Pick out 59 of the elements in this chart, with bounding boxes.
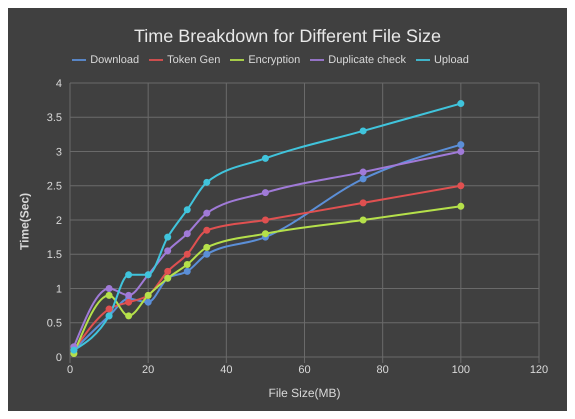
point — [360, 127, 367, 134]
point — [125, 271, 132, 278]
y-tick-label: 0 — [56, 352, 62, 364]
x-tick-label: 20 — [142, 364, 154, 376]
y-tick-label: 4 — [56, 78, 62, 90]
point — [125, 312, 132, 320]
point — [203, 250, 210, 258]
point — [106, 292, 113, 299]
point — [457, 182, 464, 190]
point — [360, 216, 367, 224]
x-tick-label: 80 — [376, 364, 389, 376]
point — [184, 261, 191, 268]
y-tick-label: 0.5 — [46, 318, 62, 330]
point — [203, 244, 210, 251]
legend-label: Upload — [434, 54, 469, 66]
point — [184, 230, 191, 238]
y-tick-label: 2.5 — [46, 180, 62, 193]
point — [262, 189, 269, 196]
point — [164, 234, 172, 241]
y-tick-label: 3 — [56, 146, 62, 158]
point — [360, 199, 367, 206]
point — [144, 298, 152, 306]
x-tick-label: 60 — [298, 364, 311, 376]
x-tick-label: 40 — [220, 364, 232, 376]
y-tick-label: 3.5 — [46, 112, 62, 124]
point — [203, 226, 210, 234]
point — [203, 210, 210, 217]
point — [125, 292, 132, 299]
x-tick-label: 0 — [66, 364, 74, 376]
point — [184, 206, 191, 214]
legend-label: Download — [90, 54, 140, 66]
point — [457, 202, 464, 210]
point — [262, 216, 269, 224]
point — [106, 306, 113, 313]
y-tick-label: 1 — [56, 283, 62, 296]
point — [457, 148, 464, 155]
x-tick-label: 100 — [452, 364, 470, 376]
legend-label: Duplicate check — [328, 54, 406, 66]
point — [262, 230, 269, 238]
point — [125, 298, 132, 306]
chart-title: Time Breakdown for Different File Size — [132, 25, 442, 47]
point — [360, 168, 367, 176]
point — [457, 141, 464, 148]
legend-label: Encryption — [248, 54, 300, 66]
y-axis-title: Time(Sec) — [17, 192, 32, 250]
x-tick-label: 120 — [530, 364, 548, 376]
point — [184, 250, 191, 258]
y-tick-label: 2 — [56, 214, 62, 227]
point — [184, 268, 191, 275]
point — [457, 100, 464, 108]
point — [164, 268, 172, 275]
legend-label: Token Gen — [167, 54, 220, 66]
point — [164, 247, 172, 254]
point — [360, 175, 367, 182]
x-axis-title: File Size(MB) — [268, 386, 341, 400]
y-tick-label: 1.5 — [46, 249, 62, 262]
point — [262, 154, 269, 162]
point — [203, 178, 210, 186]
point — [106, 285, 113, 292]
